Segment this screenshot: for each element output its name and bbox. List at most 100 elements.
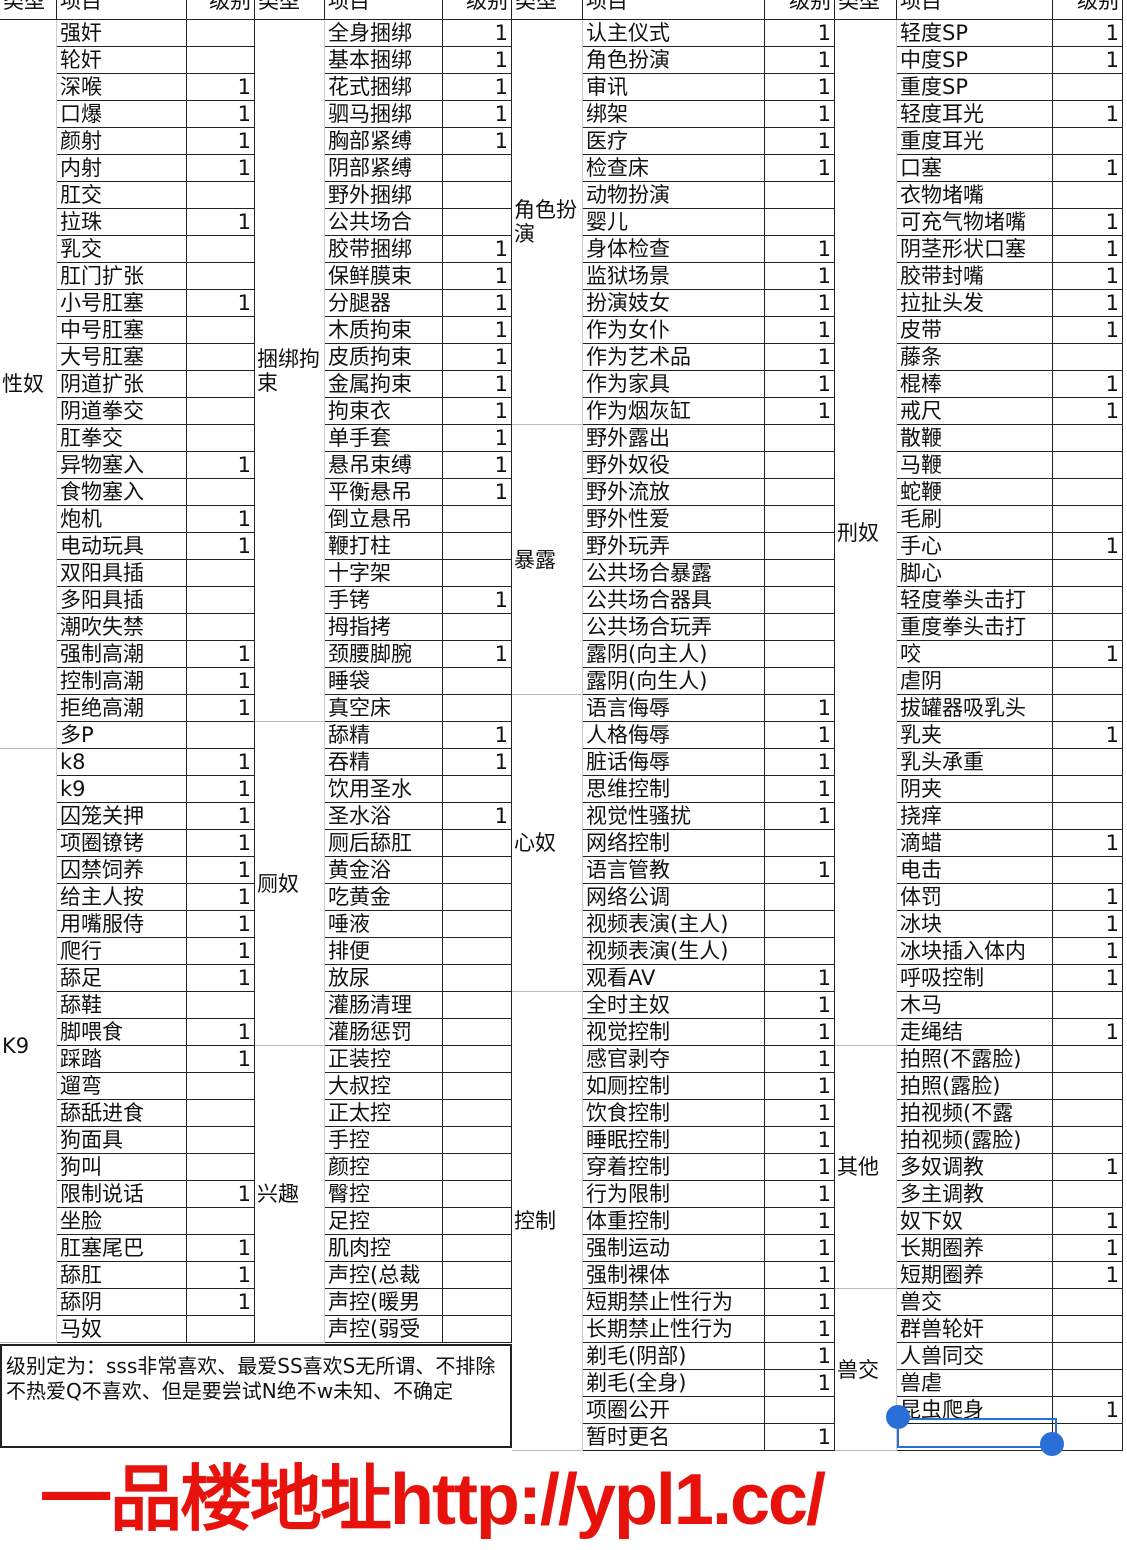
level-cell[interactable]: 1 xyxy=(1053,101,1123,128)
level-cell[interactable] xyxy=(1053,1073,1123,1100)
item-cell[interactable]: 强制裸体 xyxy=(583,1262,765,1289)
level-cell[interactable]: 1 xyxy=(443,398,512,425)
level-cell[interactable]: 1 xyxy=(1053,830,1123,857)
item-cell[interactable]: 拘束衣 xyxy=(325,398,443,425)
level-cell[interactable]: 1 xyxy=(187,155,255,182)
item-cell[interactable]: 阴部紧缚 xyxy=(325,155,443,182)
item-cell[interactable]: 脏话侮辱 xyxy=(583,749,765,776)
level-cell[interactable] xyxy=(187,587,255,614)
level-cell[interactable]: 1 xyxy=(1053,290,1123,317)
level-cell[interactable] xyxy=(187,263,255,290)
item-cell[interactable]: 穿着控制 xyxy=(583,1154,765,1181)
item-cell[interactable]: 马奴 xyxy=(57,1316,187,1343)
level-cell[interactable] xyxy=(1053,1289,1123,1316)
level-cell[interactable]: 1 xyxy=(765,1046,835,1073)
level-cell[interactable] xyxy=(1053,587,1123,614)
item-cell[interactable]: 重度耳光 xyxy=(897,128,1053,155)
item-cell[interactable]: 倒立悬吊 xyxy=(325,506,443,533)
level-cell[interactable] xyxy=(1053,344,1123,371)
level-cell[interactable]: 1 xyxy=(765,317,835,344)
item-cell[interactable]: 炮机 xyxy=(57,506,187,533)
level-cell[interactable]: 1 xyxy=(187,668,255,695)
level-cell[interactable] xyxy=(187,1316,255,1343)
level-cell[interactable]: 1 xyxy=(765,344,835,371)
level-cell[interactable]: 1 xyxy=(1053,236,1123,263)
item-cell[interactable]: 口爆 xyxy=(57,101,187,128)
item-cell[interactable]: 兽虐 xyxy=(897,1370,1053,1397)
level-cell[interactable] xyxy=(187,479,255,506)
level-cell[interactable]: 1 xyxy=(443,290,512,317)
item-cell[interactable]: 花式捆绑 xyxy=(325,74,443,101)
item-cell[interactable]: 观看AV xyxy=(583,965,765,992)
item-cell[interactable]: 平衡悬吊 xyxy=(325,479,443,506)
item-cell[interactable]: 短期圈养 xyxy=(897,1262,1053,1289)
level-cell[interactable] xyxy=(187,236,255,263)
item-cell[interactable]: 项圈公开 xyxy=(583,1397,765,1424)
cell-selection[interactable] xyxy=(897,1418,1057,1448)
item-cell[interactable]: 乳夹 xyxy=(897,722,1053,749)
level-cell[interactable] xyxy=(1053,506,1123,533)
item-cell[interactable]: 金属拘束 xyxy=(325,371,443,398)
item-cell[interactable]: 吞精 xyxy=(325,749,443,776)
level-cell[interactable]: 1 xyxy=(187,749,255,776)
item-cell[interactable]: 绑架 xyxy=(583,101,765,128)
item-cell[interactable]: 饮用圣水 xyxy=(325,776,443,803)
level-cell[interactable] xyxy=(443,938,512,965)
item-cell[interactable]: 暂时更名 xyxy=(583,1424,765,1451)
level-cell[interactable]: 1 xyxy=(765,236,835,263)
item-cell[interactable]: 呼吸控制 xyxy=(897,965,1053,992)
level-cell[interactable]: 1 xyxy=(1053,722,1123,749)
level-cell[interactable] xyxy=(1053,668,1123,695)
level-cell[interactable] xyxy=(1053,695,1123,722)
level-cell[interactable] xyxy=(187,560,255,587)
item-cell[interactable]: 群兽轮奸 xyxy=(897,1316,1053,1343)
item-cell[interactable]: 体重控制 xyxy=(583,1208,765,1235)
level-cell[interactable] xyxy=(765,641,835,668)
level-cell[interactable] xyxy=(443,1073,512,1100)
item-cell[interactable]: 肛塞尾巴 xyxy=(57,1235,187,1262)
item-cell[interactable]: 剃毛(全身) xyxy=(583,1370,765,1397)
level-cell[interactable] xyxy=(1053,74,1123,101)
level-cell[interactable]: 1 xyxy=(187,533,255,560)
item-cell[interactable]: 野外露出 xyxy=(583,425,765,452)
level-cell[interactable]: 1 xyxy=(765,1181,835,1208)
level-cell[interactable] xyxy=(187,992,255,1019)
item-cell[interactable]: 视频表演(主人) xyxy=(583,911,765,938)
item-cell[interactable]: 肛门扩张 xyxy=(57,263,187,290)
level-cell[interactable] xyxy=(443,1181,512,1208)
level-cell[interactable] xyxy=(443,1316,512,1343)
item-cell[interactable]: 唾液 xyxy=(325,911,443,938)
item-cell[interactable]: 深喉 xyxy=(57,74,187,101)
item-cell[interactable]: 轮奸 xyxy=(57,47,187,74)
item-cell[interactable]: 给主人按 xyxy=(57,884,187,911)
level-cell[interactable]: 1 xyxy=(1053,155,1123,182)
level-cell[interactable]: 1 xyxy=(443,47,512,74)
level-cell[interactable]: 1 xyxy=(187,695,255,722)
item-cell[interactable]: 散鞭 xyxy=(897,425,1053,452)
level-cell[interactable] xyxy=(443,884,512,911)
level-cell[interactable]: 1 xyxy=(765,776,835,803)
item-cell[interactable]: 狗叫 xyxy=(57,1154,187,1181)
item-cell[interactable]: 臀控 xyxy=(325,1181,443,1208)
item-cell[interactable]: 舔肛 xyxy=(57,1262,187,1289)
item-cell[interactable]: 网络公调 xyxy=(583,884,765,911)
item-cell[interactable]: 拇指拷 xyxy=(325,614,443,641)
level-cell[interactable]: 1 xyxy=(765,965,835,992)
level-cell[interactable] xyxy=(765,938,835,965)
item-cell[interactable]: 肌肉控 xyxy=(325,1235,443,1262)
item-cell[interactable]: 驷马捆绑 xyxy=(325,101,443,128)
item-cell[interactable]: 手控 xyxy=(325,1127,443,1154)
level-cell[interactable] xyxy=(443,1046,512,1073)
item-cell[interactable]: 轻度拳头击打 xyxy=(897,587,1053,614)
level-cell[interactable] xyxy=(443,209,512,236)
level-cell[interactable]: 1 xyxy=(1053,1397,1123,1424)
level-cell[interactable] xyxy=(187,722,255,749)
item-cell[interactable]: 舔阴 xyxy=(57,1289,187,1316)
item-cell[interactable]: 长期禁止性行为 xyxy=(583,1316,765,1343)
level-cell[interactable]: 1 xyxy=(1053,1262,1123,1289)
level-cell[interactable] xyxy=(187,614,255,641)
item-cell[interactable]: 鞭打柱 xyxy=(325,533,443,560)
level-cell[interactable]: 1 xyxy=(1053,398,1123,425)
level-cell[interactable]: 1 xyxy=(1053,533,1123,560)
item-cell[interactable]: 视频表演(生人) xyxy=(583,938,765,965)
